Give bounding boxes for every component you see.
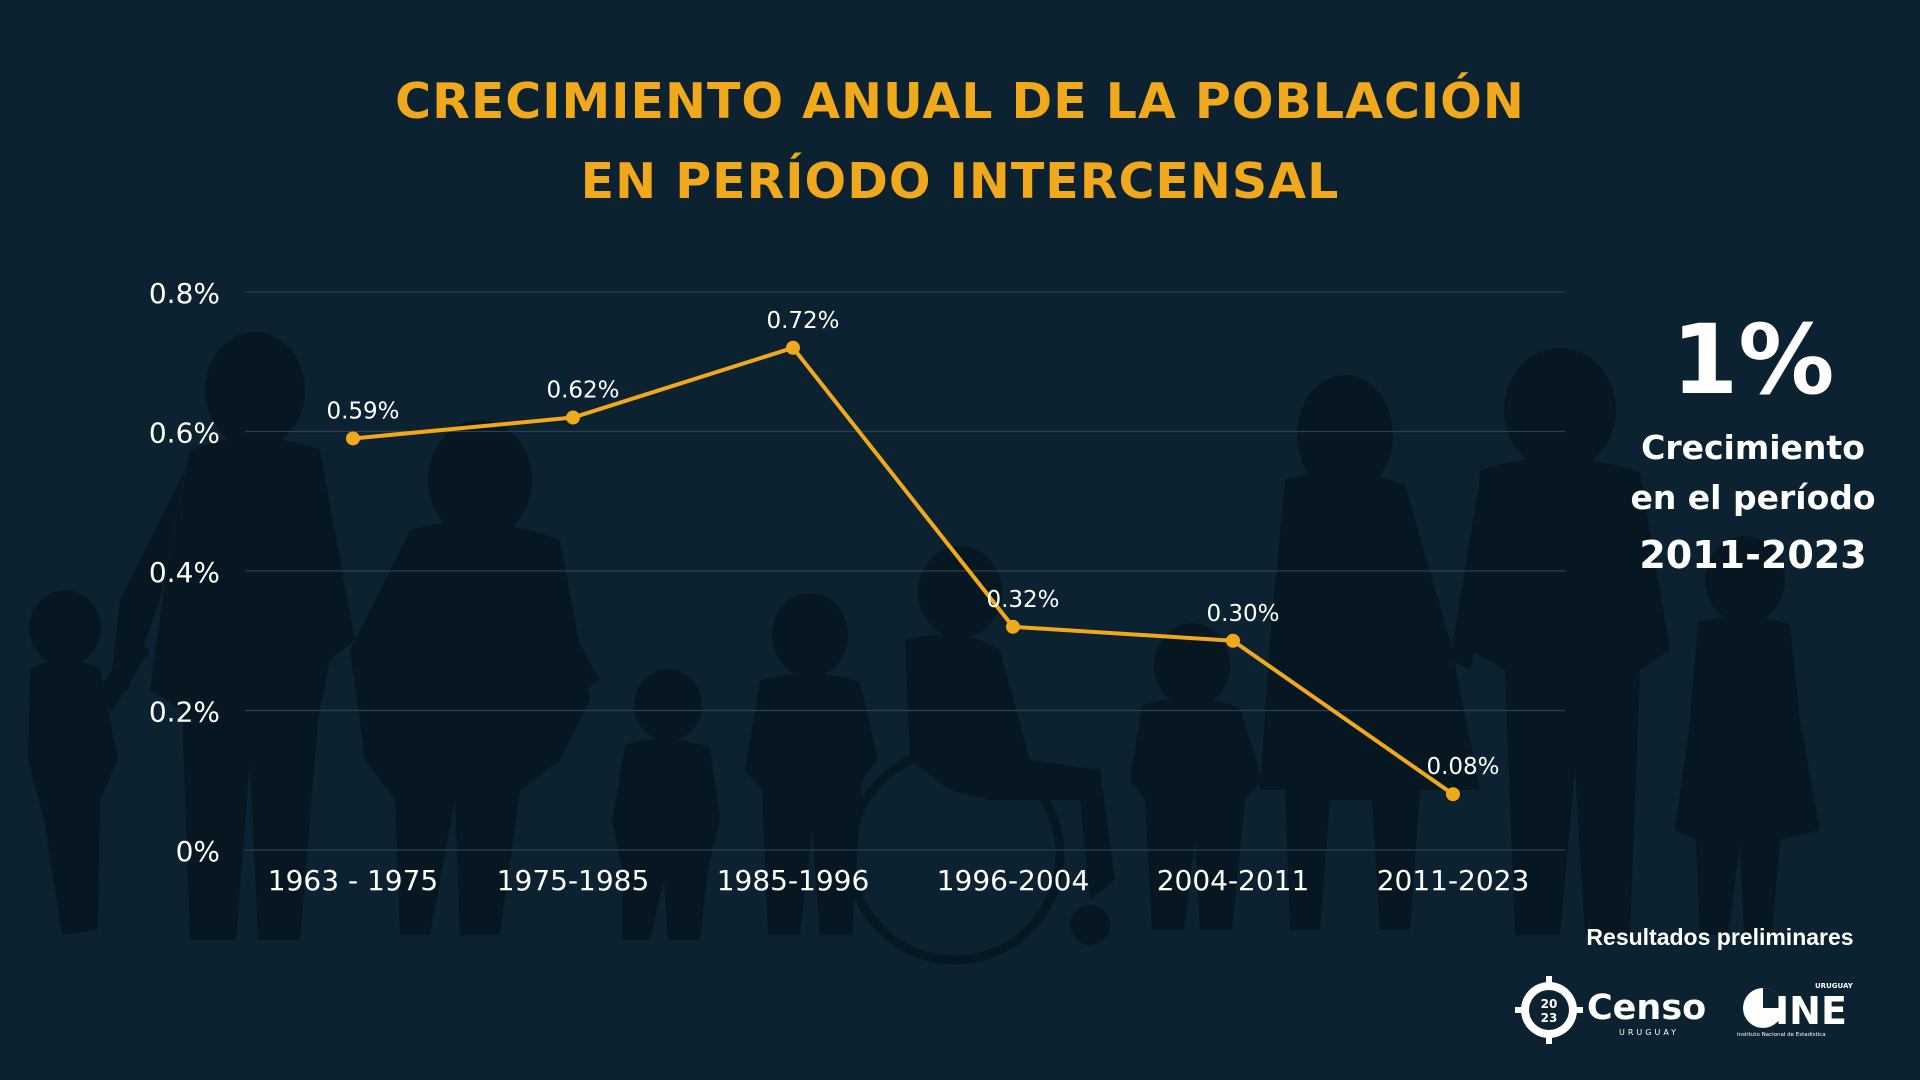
silhouette-girl-right	[1675, 536, 1820, 935]
y-tick-label: 0.4%	[149, 556, 220, 589]
y-axis-tick-labels: 0% 0.2% 0.4% 0.6% 0.8%	[149, 277, 220, 868]
data-label: 0.72%	[766, 308, 839, 334]
censo-2023-logo: 20 23 Censo URUGUAY	[1515, 976, 1706, 1044]
data-point	[1006, 619, 1020, 634]
y-tick-label: 0%	[176, 835, 220, 868]
chart-gridlines	[245, 291, 1565, 851]
chart-title-line-2: EN PERÍODO INTERCENSAL	[580, 153, 1340, 210]
y-tick-label: 0.8%	[149, 277, 220, 310]
x-axis-tick-labels: 1963 - 1975 1975-1985 1985-1996 1996-2004 20…	[268, 864, 1530, 897]
x-tick-label: 1963 - 1975	[268, 864, 438, 897]
data-label: 0.62%	[546, 378, 619, 404]
silhouette-girl	[612, 669, 720, 940]
data-point	[1446, 787, 1460, 802]
chart-title-line-1: CRECIMIENTO ANUAL DE LA POBLACIÓN	[395, 73, 1525, 130]
censo-logo-word: Censo	[1587, 988, 1706, 1028]
silhouette-man-left	[110, 332, 355, 940]
callout-description: Crecimiento en el período	[1600, 423, 1906, 523]
chart-title: CRECIMIENTO ANUAL DE LA POBLACIÓN EN PER…	[0, 62, 1920, 222]
y-tick-label: 0.2%	[149, 696, 220, 729]
data-point	[786, 340, 800, 355]
data-points	[346, 340, 1460, 802]
censo-logo-digits-bottom: 23	[1541, 1011, 1558, 1025]
silhouette-man-right	[1450, 348, 1670, 935]
ine-logo-word: INE	[1775, 989, 1847, 1033]
ine-logo-caption: Instituto Nacional de Estadística	[1737, 1031, 1826, 1038]
x-tick-label: 2004-2011	[1157, 864, 1310, 897]
callout-value: 1%	[1671, 304, 1835, 416]
data-label: 0.59%	[326, 398, 399, 424]
data-label: 0.30%	[1206, 601, 1279, 627]
x-tick-label: 1975-1985	[497, 864, 650, 897]
callout-line-1: Crecimiento	[1641, 428, 1865, 467]
silhouette-boy	[745, 593, 878, 935]
silhouette-boy-right	[1130, 623, 1262, 930]
ine-logo: URUGUAY INE Instituto Nacional de Estadí…	[1737, 982, 1854, 1038]
data-labels: 0.59% 0.62% 0.72% 0.32% 0.30% 0.08%	[326, 308, 1499, 780]
ine-logo-country: URUGUAY	[1815, 982, 1854, 990]
silhouette-woman-right	[1260, 375, 1480, 930]
data-point	[346, 431, 360, 446]
y-tick-label: 0.6%	[149, 417, 220, 450]
data-point	[1226, 633, 1240, 648]
callout-line-2: en el período	[1630, 478, 1876, 517]
callout-period: 2011-2023	[1639, 533, 1867, 577]
data-label: 0.32%	[986, 587, 1059, 613]
data-label: 0.08%	[1426, 754, 1499, 780]
censo-logo-digits-top: 20	[1541, 997, 1558, 1011]
series-line	[352, 345, 1455, 796]
silhouette-woman	[350, 420, 600, 935]
censo-logo-country: URUGUAY	[1619, 1028, 1679, 1037]
preliminary-results-note: Resultados preliminares	[1586, 924, 1854, 950]
x-tick-label: 1996-2004	[937, 864, 1090, 897]
x-tick-label: 1985-1996	[717, 864, 870, 897]
growth-callout: 1% Crecimiento en el período 2011-2023	[1600, 305, 1906, 585]
data-point	[566, 410, 580, 425]
x-tick-label: 2011-2023	[1377, 864, 1530, 897]
silhouette-wheelchair-user	[845, 546, 1115, 965]
